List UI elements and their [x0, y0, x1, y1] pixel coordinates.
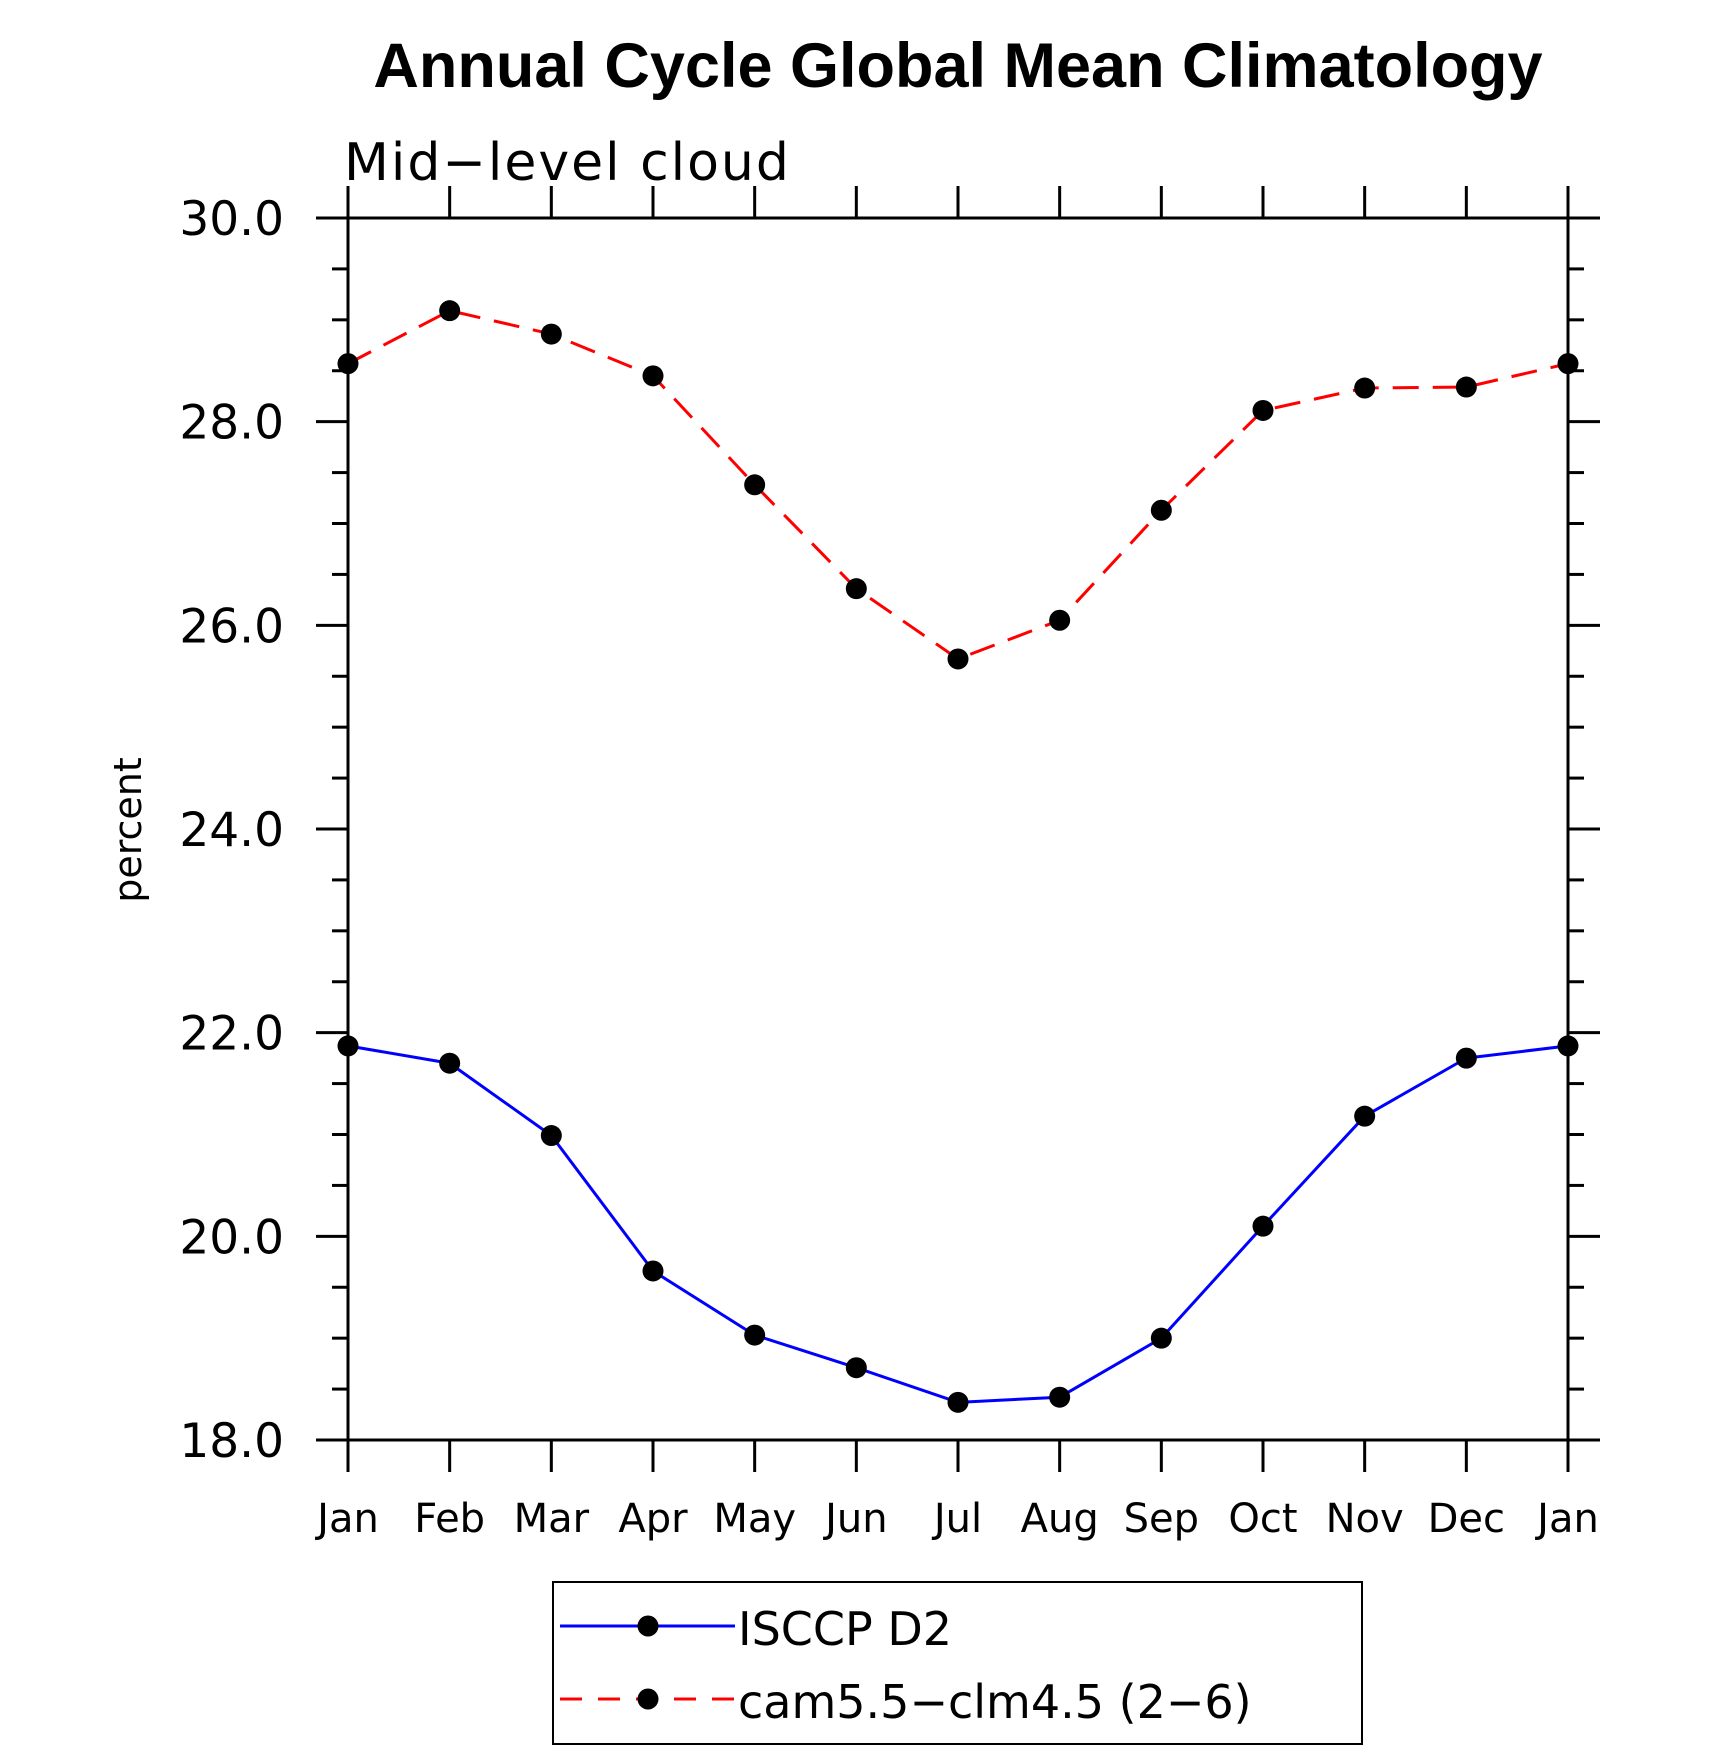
y-tick-label: 18.0: [179, 1414, 284, 1469]
y-axis-title: percent: [106, 757, 150, 903]
x-tick-label: Oct: [1228, 1496, 1297, 1542]
data-point-cam5-5-clm4-5: [439, 300, 461, 322]
data-point-isccp-d2: [1354, 1105, 1376, 1127]
legend-label-isccp-d2: ISCCP D2: [738, 1602, 952, 1656]
data-point-isccp-d2: [1252, 1215, 1274, 1237]
data-point-isccp-d2: [439, 1052, 461, 1074]
x-tick-label: Jan: [314, 1496, 379, 1542]
data-point-isccp-d2: [744, 1324, 766, 1346]
legend-marker-isccp-d2: [637, 1615, 659, 1637]
data-point-cam5-5-clm4-5: [1455, 376, 1477, 398]
data-point-cam5-5-clm4-5: [540, 323, 562, 345]
x-tick-label: Sep: [1124, 1496, 1199, 1542]
plot-frame: [346, 216, 1570, 1442]
axis-ticks: [316, 186, 1600, 1472]
data-point-cam5-5-clm4-5: [1354, 377, 1376, 399]
data-point-isccp-d2: [1455, 1047, 1477, 1069]
x-tick-label: May: [713, 1496, 796, 1542]
data-point-cam5-5-clm4-5: [642, 365, 664, 387]
legend: ISCCP D2 cam5.5−clm4.5 (2−6): [552, 1581, 1363, 1745]
chart-title: Annual Cycle Global Mean Climatology: [373, 31, 1542, 101]
y-tick-label: 28.0: [179, 396, 284, 451]
y-tick-label: 22.0: [179, 1007, 284, 1062]
x-tick-label: Jul: [931, 1496, 982, 1542]
x-tick-labels: Jan Feb Mar Apr May Jun Jul Aug Sep Oct Nov Dec Jan: [314, 1496, 1599, 1542]
data-point-isccp-d2: [845, 1357, 867, 1379]
data-point-cam5-5-clm4-5: [1150, 499, 1172, 521]
data-point-isccp-d2: [1049, 1386, 1071, 1408]
x-tick-label: Jan: [1534, 1496, 1599, 1542]
data-point-isccp-d2: [1150, 1327, 1172, 1349]
x-tick-label: Dec: [1428, 1496, 1505, 1542]
data-point-isccp-d2: [540, 1125, 562, 1147]
x-tick-label: Mar: [514, 1496, 590, 1542]
data-point-cam5-5-clm4-5: [1049, 609, 1071, 631]
y-tick-label: 20.0: [179, 1210, 284, 1265]
legend-marker-cam5-5-clm4-5: [637, 1688, 659, 1710]
data-point-cam5-5-clm4-5: [947, 648, 969, 670]
data-point-cam5-5-clm4-5: [744, 474, 766, 496]
x-tick-label: Nov: [1326, 1496, 1404, 1542]
y-tick-label: 24.0: [179, 803, 284, 858]
data-point-isccp-d2: [642, 1260, 664, 1282]
data-point-isccp-d2: [947, 1391, 969, 1413]
x-tick-label: Aug: [1021, 1496, 1099, 1542]
y-tick-label: 26.0: [179, 599, 284, 654]
legend-box: [552, 1581, 1363, 1745]
y-tick-label: 30.0: [179, 192, 284, 247]
plot-series: [337, 300, 1579, 1413]
x-tick-label: Jun: [822, 1496, 888, 1542]
chart-subtitle: Mid−level cloud: [344, 133, 791, 193]
x-tick-label: Feb: [414, 1496, 485, 1542]
legend-label-cam5-5-clm4-5: cam5.5−clm4.5 (2−6): [738, 1675, 1252, 1729]
data-point-cam5-5-clm4-5: [1252, 399, 1274, 421]
data-point-cam5-5-clm4-5: [845, 578, 867, 600]
x-tick-label: Apr: [618, 1496, 688, 1542]
y-tick-labels: 18.0 20.0 22.0 24.0 26.0 28.0 30.0: [179, 192, 284, 1469]
